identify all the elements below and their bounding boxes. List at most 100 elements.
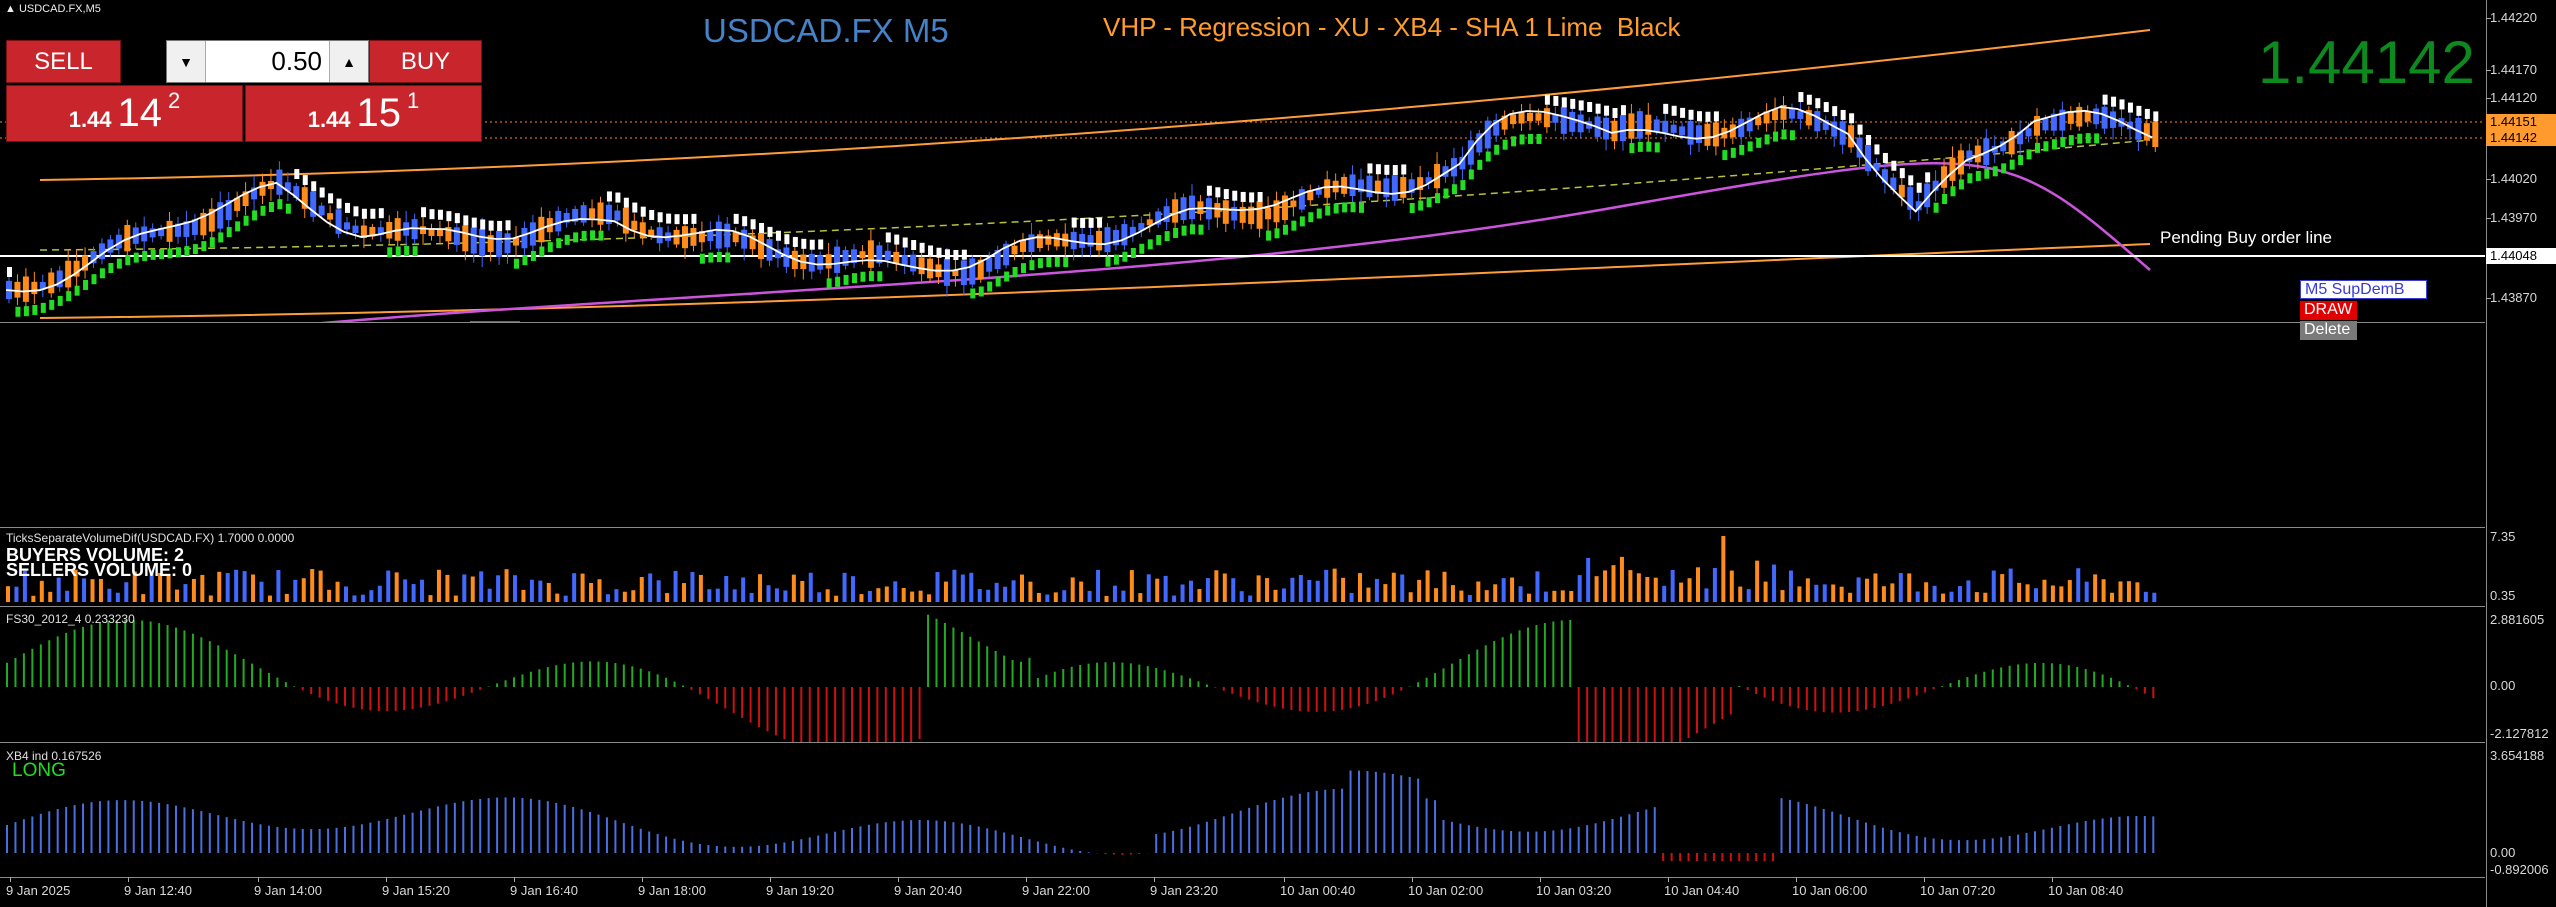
- candle-body: [1966, 150, 1973, 163]
- sha-bar: [615, 192, 621, 203]
- fs30-bar: [1307, 687, 1310, 712]
- buy-button[interactable]: BUY: [369, 40, 482, 83]
- sha-bar: [1654, 142, 1660, 153]
- xb4-bar: [1552, 830, 1555, 853]
- volume-bar: [166, 573, 171, 602]
- volume-bar: [1096, 569, 1101, 602]
- fs30-bar: [529, 671, 532, 687]
- volume-bar: [901, 588, 906, 602]
- volume-bar: [1856, 577, 1861, 602]
- sha-bar: [1620, 105, 1626, 116]
- volume-bar: [487, 588, 492, 602]
- candle-body: [1805, 110, 1812, 126]
- sha-bar: [590, 230, 596, 241]
- xb4-bar: [132, 800, 135, 853]
- fs30-bar: [1493, 641, 1496, 687]
- sell-price-button[interactable]: 1.44 14 2: [6, 85, 243, 142]
- candle-body: [327, 213, 334, 220]
- sha-bar: [1680, 107, 1686, 118]
- xb4-bar: [1408, 776, 1411, 853]
- fs30-bar: [115, 620, 118, 687]
- xb4-bar: [14, 822, 17, 853]
- volume-bar: [639, 576, 644, 602]
- candle-body: [65, 260, 72, 288]
- xb4-bar: [352, 825, 355, 853]
- sha-bar: [640, 206, 646, 217]
- fs30-bar: [1746, 687, 1749, 691]
- volume-bar: [1045, 594, 1050, 602]
- time-axis-tick: [128, 877, 129, 882]
- sha-bar: [2018, 154, 2024, 165]
- delete-button[interactable]: Delete: [2300, 321, 2357, 340]
- volume-bar: [453, 595, 458, 602]
- volume-bar: [842, 572, 847, 602]
- fs30-bar: [690, 687, 693, 690]
- volume-bar: [479, 571, 484, 602]
- price-chart: [0, 29, 2485, 322]
- lot-increase-button[interactable]: ▲: [329, 41, 368, 82]
- candle-body: [1222, 200, 1229, 224]
- candle-body: [732, 231, 739, 243]
- sell-button[interactable]: SELL: [6, 40, 121, 83]
- xb4-bar: [428, 808, 431, 853]
- sha-bar: [995, 276, 1001, 287]
- candle-body: [217, 202, 224, 229]
- sha-bar: [2085, 133, 2091, 144]
- xb4-bar: [605, 817, 608, 853]
- main-price-pane[interactable]: [0, 0, 2485, 323]
- xb4-pane[interactable]: [0, 743, 2485, 878]
- volume-bar: [952, 569, 957, 602]
- volume-bar: [1493, 584, 1498, 602]
- time-axis-label: 9 Jan 22:00: [1022, 883, 1090, 898]
- fs30-bar: [1434, 673, 1437, 687]
- volume-bar: [1459, 590, 1464, 602]
- fs30-bar: [301, 687, 304, 691]
- xb4-bar: [1467, 825, 1470, 853]
- sha-bar: [336, 198, 342, 209]
- price-scale[interactable]: [2486, 0, 2556, 907]
- time-axis-tick: [514, 877, 515, 882]
- volume-bar: [1189, 580, 1193, 602]
- supdem-button[interactable]: M5 SupDemB: [2300, 280, 2427, 299]
- fs30-bar: [369, 687, 372, 711]
- fs30-bar: [884, 687, 887, 742]
- volume-bar: [1679, 582, 1684, 602]
- volume-bar: [1772, 564, 1777, 602]
- sha-bar: [1105, 256, 1111, 267]
- fs30-bar: [1763, 687, 1766, 698]
- candle-body: [1865, 144, 1871, 172]
- xb4-bar: [1163, 832, 1166, 853]
- volume-bar: [1425, 570, 1430, 602]
- volume-bar: [2034, 588, 2038, 602]
- collapse-icon[interactable]: ▲: [5, 3, 16, 15]
- xb4-bar: [2067, 824, 2070, 853]
- xb4-bar: [851, 828, 853, 853]
- lot-size-input[interactable]: 0.50: [271, 46, 322, 76]
- draw-button[interactable]: DRAW: [2300, 301, 2357, 320]
- xb4-bar: [1222, 816, 1225, 853]
- volume-bar: [2000, 574, 2005, 602]
- candle-body: [622, 207, 629, 234]
- volume-bar: [1670, 569, 1675, 602]
- volume-bar: [825, 589, 830, 602]
- xb4-bar: [1746, 853, 1749, 861]
- buy-price-button[interactable]: 1.44 15 1: [245, 85, 482, 142]
- fs30-bar: [1045, 674, 1048, 687]
- candle-body: [2034, 116, 2040, 136]
- volume-bar: [1983, 592, 1988, 602]
- fs30-bar: [2152, 687, 2155, 699]
- sha-bar: [691, 213, 697, 224]
- fs30-bar: [90, 624, 93, 687]
- xb4-bar: [2143, 816, 2146, 853]
- lot-decrease-button[interactable]: ▼: [167, 41, 206, 82]
- volume-pane[interactable]: [0, 527, 2485, 607]
- xb4-bar: [1915, 835, 1918, 853]
- candle-body: [242, 191, 249, 207]
- xb4-bar: [1349, 770, 1352, 853]
- lot-size-stepper[interactable]: ▼ 0.50 ▲: [166, 40, 369, 83]
- volume-bar: [986, 589, 991, 602]
- fs30-bar: [259, 668, 262, 687]
- candle-body: [166, 220, 173, 242]
- pending-line-label[interactable]: Pending Buy order line: [2160, 228, 2333, 247]
- fs30-pane[interactable]: [0, 606, 2485, 743]
